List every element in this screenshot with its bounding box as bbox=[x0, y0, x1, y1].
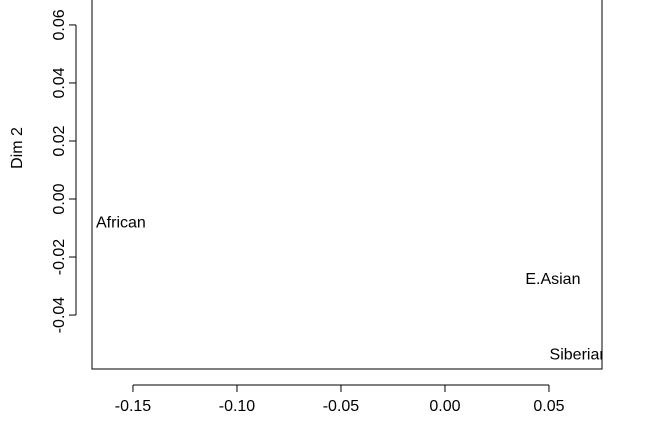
point-label: E.Asian bbox=[525, 271, 580, 288]
point-label: African bbox=[96, 214, 146, 231]
x-tick-label: 0.05 bbox=[533, 398, 564, 415]
y-tick-label: -0.04 bbox=[51, 297, 68, 334]
y-axis-label: Dim 2 bbox=[9, 127, 26, 169]
y-tick-label: 0.02 bbox=[51, 125, 68, 156]
plot-box bbox=[91, 0, 603, 370]
x-tick-label: 0.00 bbox=[429, 398, 460, 415]
x-tick-label: -0.10 bbox=[219, 398, 256, 415]
y-tick-label: 0.00 bbox=[51, 183, 68, 214]
point-label: Siberian bbox=[550, 346, 609, 363]
x-tick-label: -0.05 bbox=[323, 398, 360, 415]
y-tick-label: -0.02 bbox=[51, 239, 68, 276]
points: African E.Asian Siberian bbox=[96, 214, 609, 363]
x-tick-label: -0.15 bbox=[115, 398, 152, 415]
y-tick-label: 0.06 bbox=[51, 9, 68, 40]
y-tick-label: 0.04 bbox=[51, 67, 68, 98]
